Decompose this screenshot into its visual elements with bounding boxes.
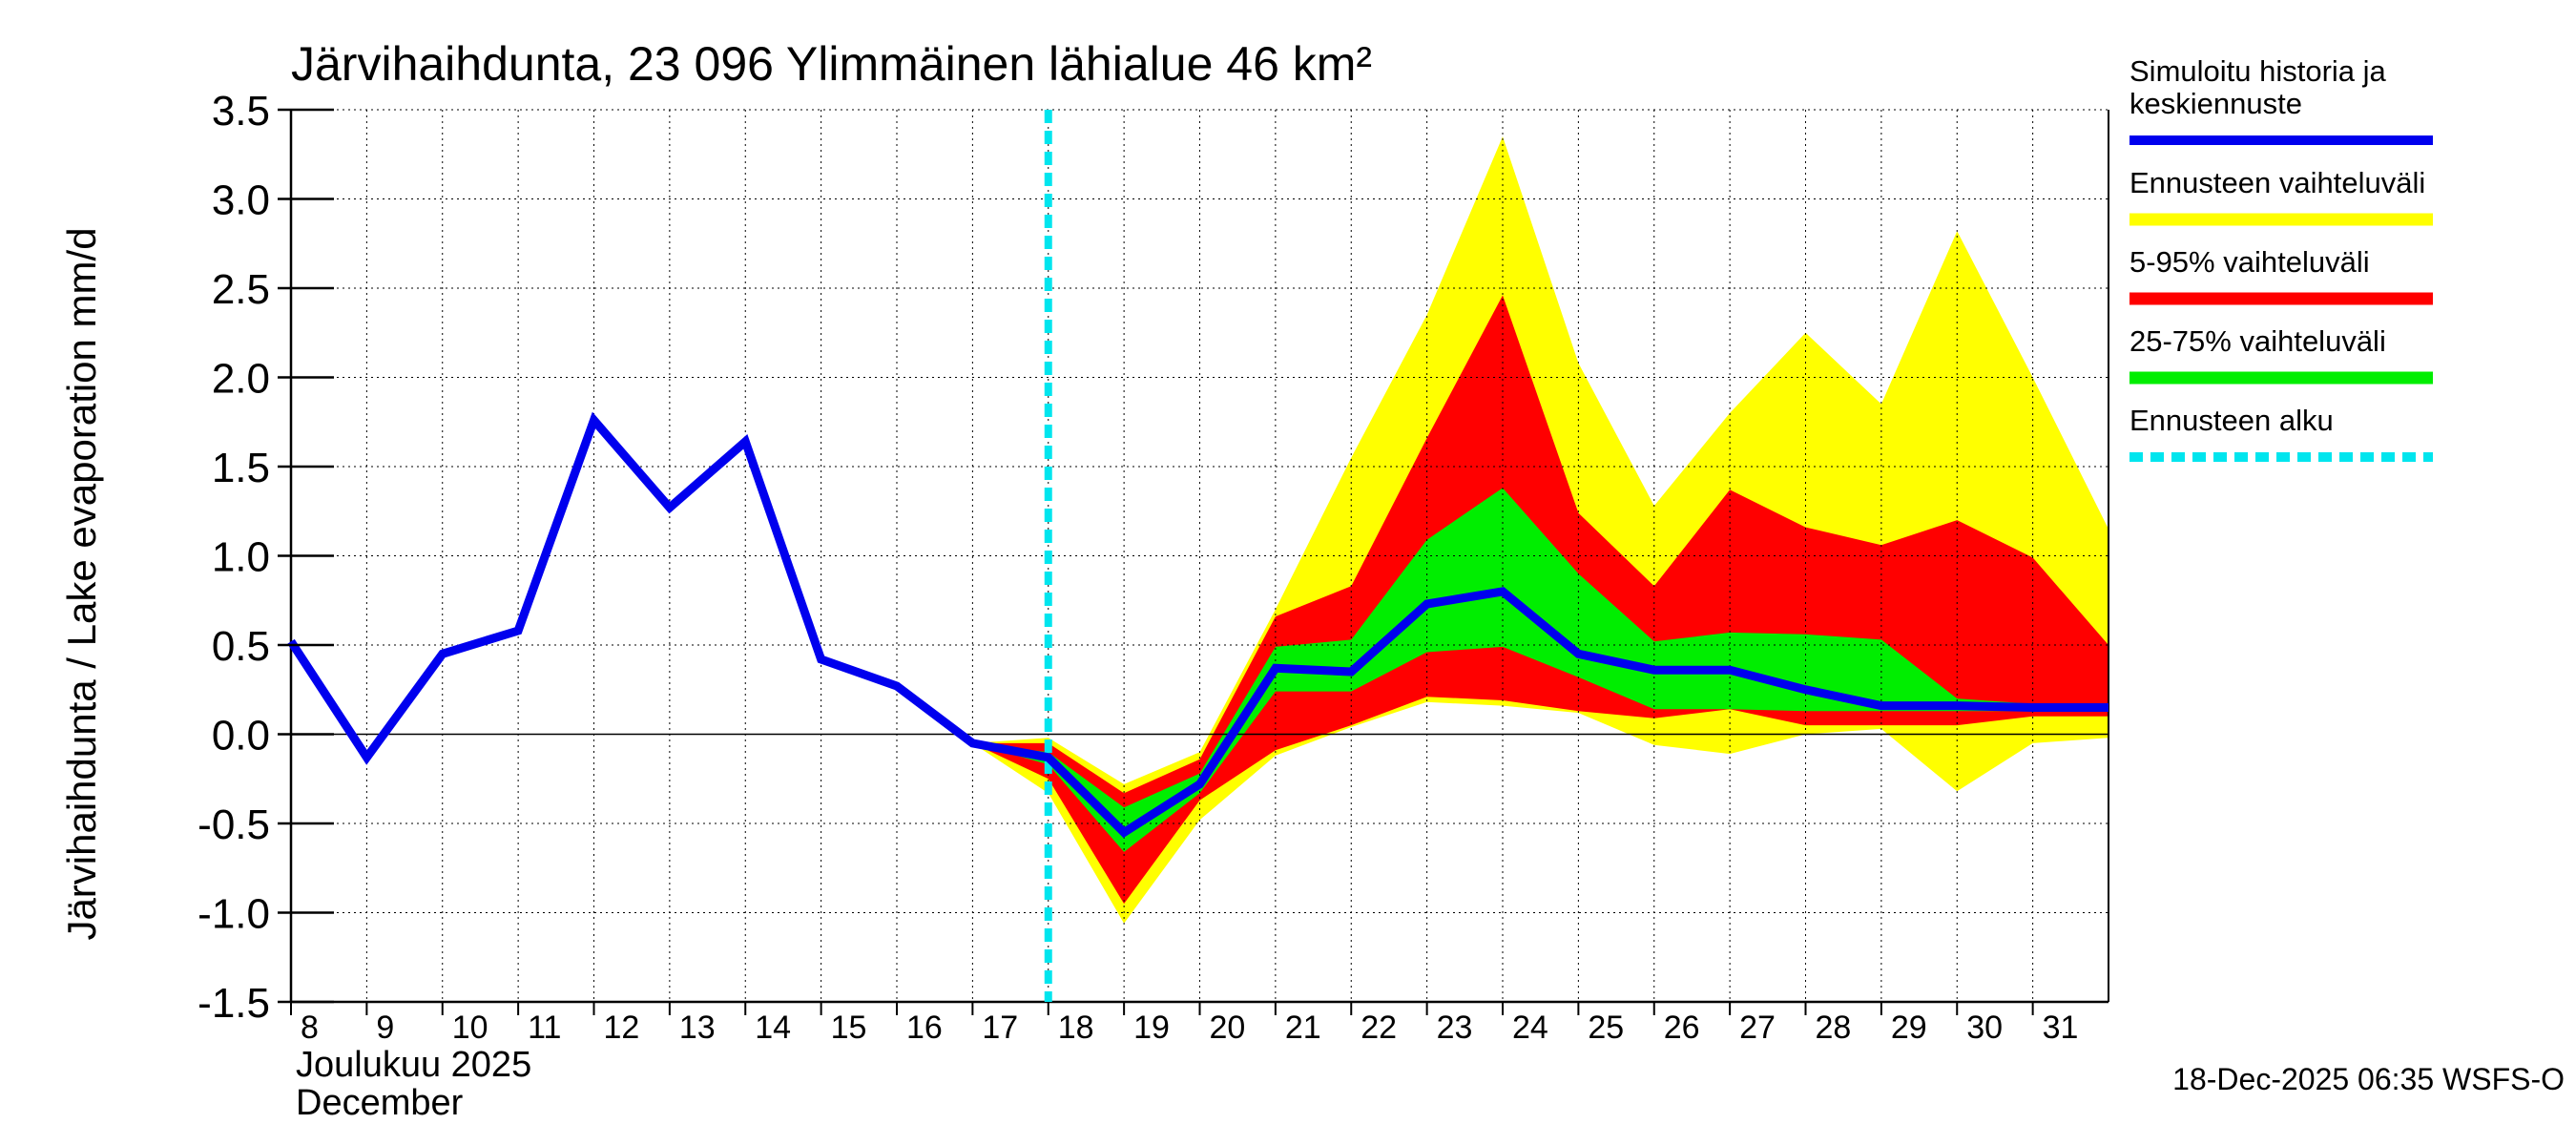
legend-label: 25-75% vaihteluväli <box>2129 324 2386 358</box>
x-tick-label: 13 <box>679 1010 716 1046</box>
x-tick-label: 22 <box>1361 1010 1397 1046</box>
forecast-bands <box>972 136 2109 924</box>
y-tick-label: -1.5 <box>197 980 270 1027</box>
x-tick-label: 23 <box>1437 1010 1473 1046</box>
timestamp-label: 18-Dec-2025 06:35 WSFS-O <box>2172 1062 2565 1096</box>
legend-label: 5-95% vaihteluväli <box>2129 245 2370 279</box>
y-tick-label: 1.0 <box>212 534 270 581</box>
y-tick-label: 2.0 <box>212 356 270 403</box>
y-tick-label: -0.5 <box>197 802 270 848</box>
y-tick-label: -1.0 <box>197 891 270 938</box>
x-tick-label: 8 <box>301 1010 319 1046</box>
x-tick-label: 15 <box>831 1010 867 1046</box>
y-tick-label: 1.5 <box>212 445 270 491</box>
x-axis-ticks: 8 9 10 11 12 13 14 15 16 17 18 19 20 21 22 23 24 25 26 27 28… <box>290 1002 2079 1046</box>
x-tick-label: 20 <box>1210 1010 1246 1046</box>
y-tick-label: 0.0 <box>212 713 270 760</box>
legend-label: Simuloitu historia ja <box>2129 54 2387 88</box>
plot-lines <box>287 110 2109 1002</box>
x-tick-label: 24 <box>1512 1010 1548 1046</box>
x-tick-label: 29 <box>1891 1010 1927 1046</box>
x-tick-label: 12 <box>604 1010 640 1046</box>
x-tick-label: 26 <box>1664 1010 1700 1046</box>
y-tick-label: 3.5 <box>212 88 270 135</box>
y-axis-label: Järvihaihdunta / Lake evaporation mm/d <box>59 227 104 940</box>
x-tick-label: 16 <box>906 1010 943 1046</box>
x-tick-label: 10 <box>452 1010 488 1046</box>
y-tick-label: 0.5 <box>212 623 270 670</box>
chart-title: Järvihaihdunta, 23 096 Ylimmäinen lähial… <box>291 37 1372 91</box>
x-tick-label: 19 <box>1133 1010 1170 1046</box>
median-series-line <box>287 411 2109 839</box>
y-tick-label: 3.0 <box>212 177 270 224</box>
legend-label: Ennusteen alku <box>2129 404 2334 437</box>
x-tick-label: 11 <box>528 1010 561 1046</box>
x-tick-label: 21 <box>1285 1010 1321 1046</box>
y-tick-label: 2.5 <box>212 266 270 313</box>
x-tick-label: 14 <box>755 1010 791 1046</box>
x-axis-month-label-english: December <box>296 1083 464 1123</box>
x-tick-label: 18 <box>1058 1010 1094 1046</box>
y-axis-ticks: -1.5 -1.0 -0.5 0.0 0.5 1.0 1.5 2.0 2.5 3.0 3.5 <box>197 88 334 1027</box>
x-tick-label: 9 <box>376 1010 394 1046</box>
x-tick-label: 30 <box>1966 1010 2003 1046</box>
x-axis-month-label: Joulukuu 2025 <box>296 1045 531 1085</box>
p25-75-band <box>972 488 2109 852</box>
x-tick-label: 31 <box>2043 1010 2079 1046</box>
x-tick-label: 17 <box>982 1010 1018 1046</box>
legend-label: Ennusteen vaihteluväli <box>2129 166 2425 199</box>
x-tick-label: 25 <box>1588 1010 1624 1046</box>
x-tick-label: 28 <box>1816 1010 1852 1046</box>
legend-label: keskiennuste <box>2129 87 2302 120</box>
x-tick-label: 27 <box>1739 1010 1776 1046</box>
